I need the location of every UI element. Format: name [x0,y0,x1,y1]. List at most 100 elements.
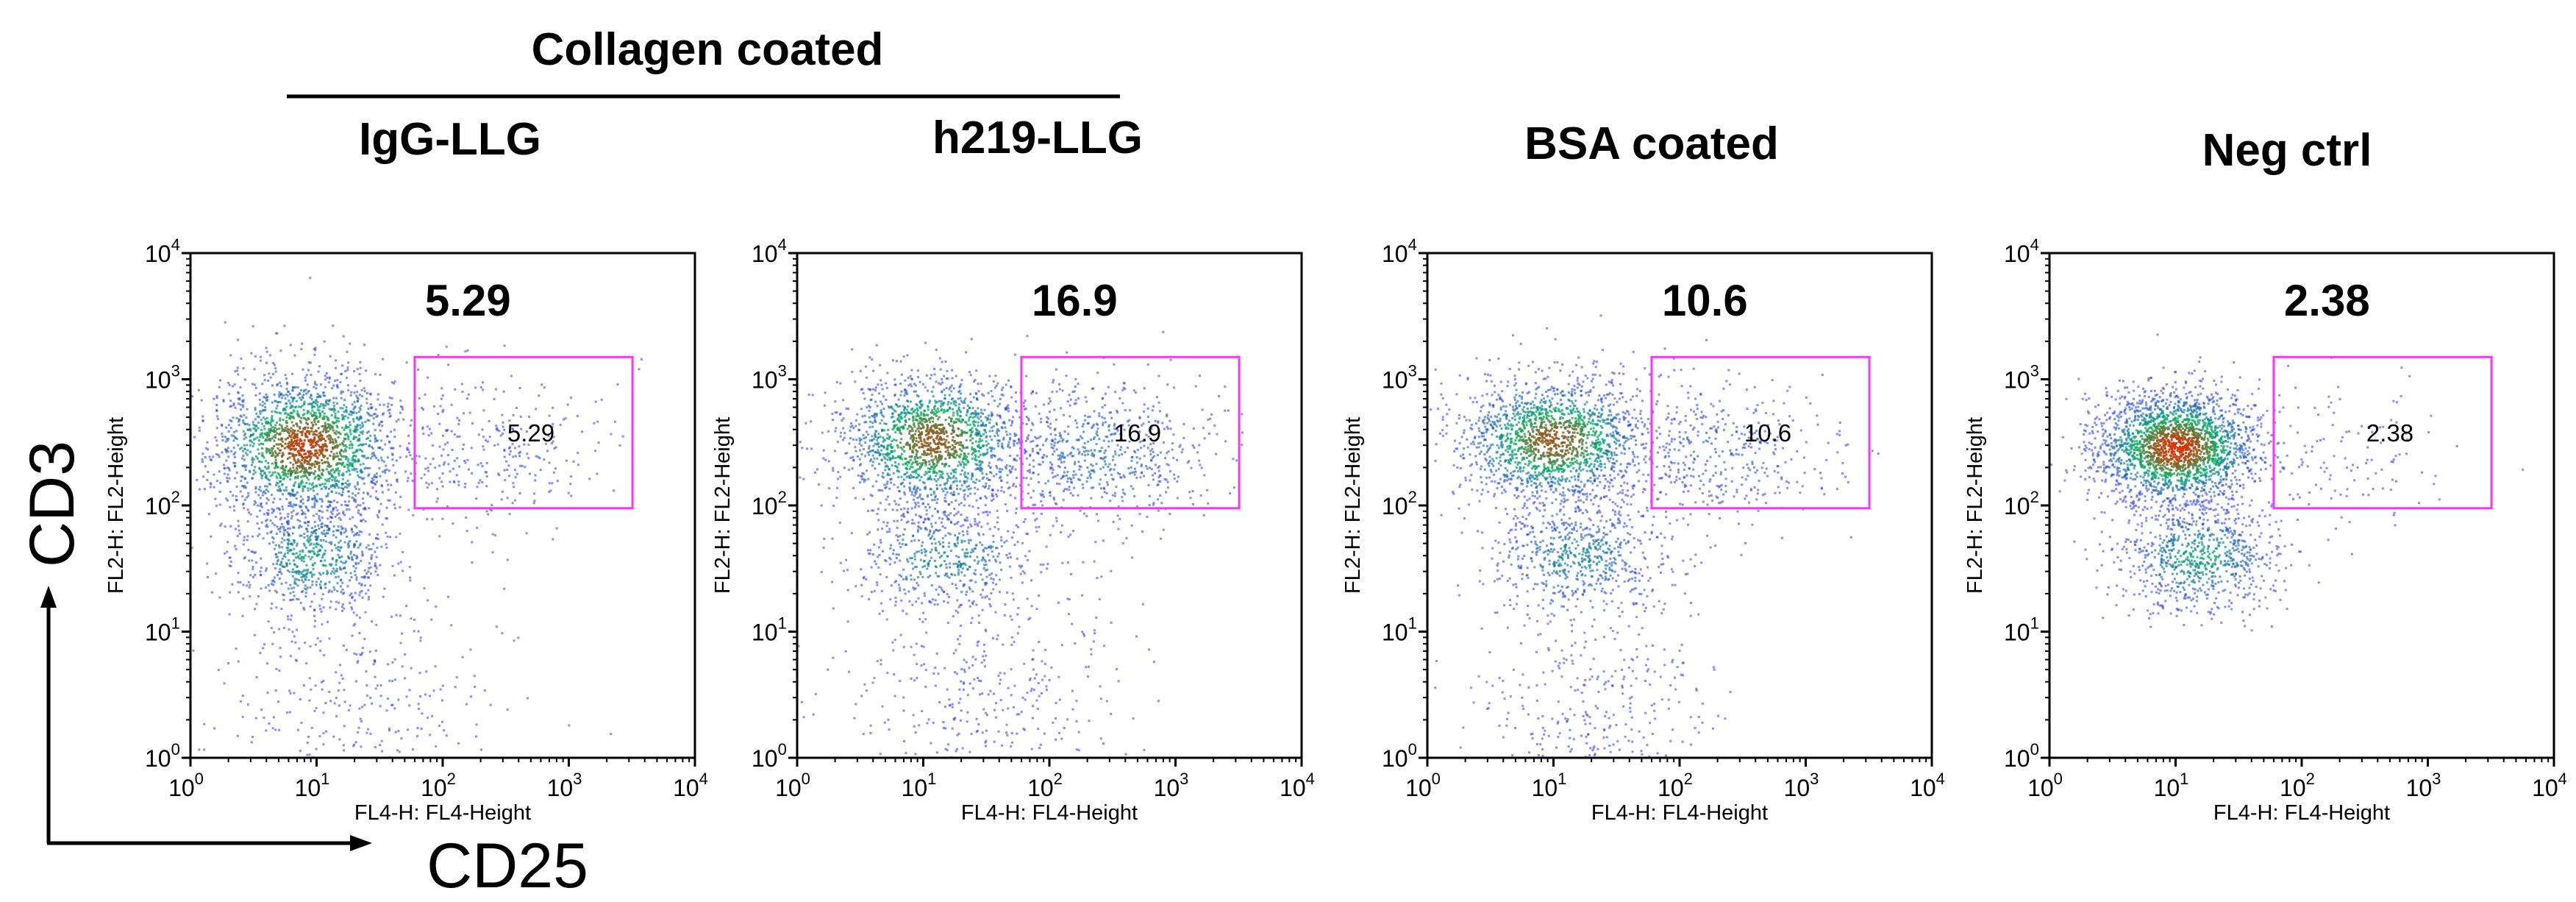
event-dot [242,543,245,546]
event-dot [458,465,461,468]
event-dot [339,443,342,446]
event-dot [352,492,354,495]
event-dot [931,514,934,517]
event-dot [344,448,347,451]
event-dot [304,584,307,587]
event-dot [449,470,452,473]
event-dot [332,485,335,488]
event-dot [279,438,282,441]
event-dot [290,441,293,443]
event-dot [891,455,894,458]
event-dot [910,385,913,388]
event-dot [962,524,965,527]
event-dot [345,424,348,427]
event-dot [946,377,949,380]
event-dot [357,726,360,729]
event-dot [349,464,351,467]
event-dot [307,478,310,481]
event-dot [251,445,254,448]
event-dot [355,526,358,529]
event-dot [875,480,878,483]
event-dot [963,498,966,501]
event-dot [877,489,880,491]
event-dot [305,392,307,395]
event-dot [365,684,368,686]
event-dot [264,492,267,494]
event-dot [475,497,478,500]
event-dot [253,368,256,371]
event-dot [282,593,284,596]
event-dot [272,537,275,540]
event-dot [339,380,342,383]
event-dot [850,422,853,425]
event-dot [941,378,943,380]
event-dot [996,427,999,430]
event-dot [342,511,345,514]
event-dot [994,374,997,377]
event-dot [322,732,325,735]
event-dot [377,498,379,501]
event-dot [407,442,410,445]
event-dot [251,383,254,386]
event-dot [352,497,355,500]
event-dot [938,410,940,413]
event-dot [843,436,846,439]
event-dot [345,508,348,511]
event-dot [343,444,346,447]
event-dot [257,452,260,455]
event-dot [399,456,402,459]
event-dot [288,469,290,472]
event-dot [304,513,307,516]
event-dot [941,521,943,524]
event-dot [282,452,285,455]
event-dot [299,553,302,556]
event-dot [303,402,306,405]
event-dot [600,398,603,401]
event-dot [301,342,304,345]
event-dot [882,476,885,479]
event-dot [365,731,368,734]
event-dot [440,480,443,483]
event-dot [911,427,913,430]
event-dot [406,480,409,483]
event-dot [266,395,269,398]
event-dot [909,447,912,450]
event-dot [386,535,389,538]
event-dot [851,348,854,351]
event-dot [955,434,958,437]
event-dot [359,379,362,382]
event-dot [246,481,249,484]
event-dot [299,519,302,522]
event-dot [314,461,317,463]
event-dot [943,408,946,411]
event-dot [354,451,357,454]
event-dot [290,599,293,601]
event-dot [355,576,358,579]
event-dot [437,413,440,415]
event-dot [332,509,335,512]
event-dot [201,458,204,461]
event-dot [375,472,378,475]
event-dot [901,417,903,420]
event-dot [946,477,949,480]
event-dot [924,461,927,464]
event-dot [315,423,318,426]
event-dot [357,491,360,494]
event-dot [335,671,338,674]
event-dot [290,404,293,407]
event-dot [258,468,261,471]
event-dot [913,390,916,393]
event-dot [374,550,377,553]
event-dot [526,430,528,433]
event-dot [388,469,390,472]
event-dot [974,433,977,436]
event-dot [340,449,343,452]
event-dot [259,652,262,654]
event-dot [351,447,354,450]
event-dot [359,427,362,430]
event-dot [517,636,520,639]
event-dot [310,575,313,578]
event-dot [361,553,364,555]
event-dot [241,715,244,718]
event-dot [363,703,366,706]
